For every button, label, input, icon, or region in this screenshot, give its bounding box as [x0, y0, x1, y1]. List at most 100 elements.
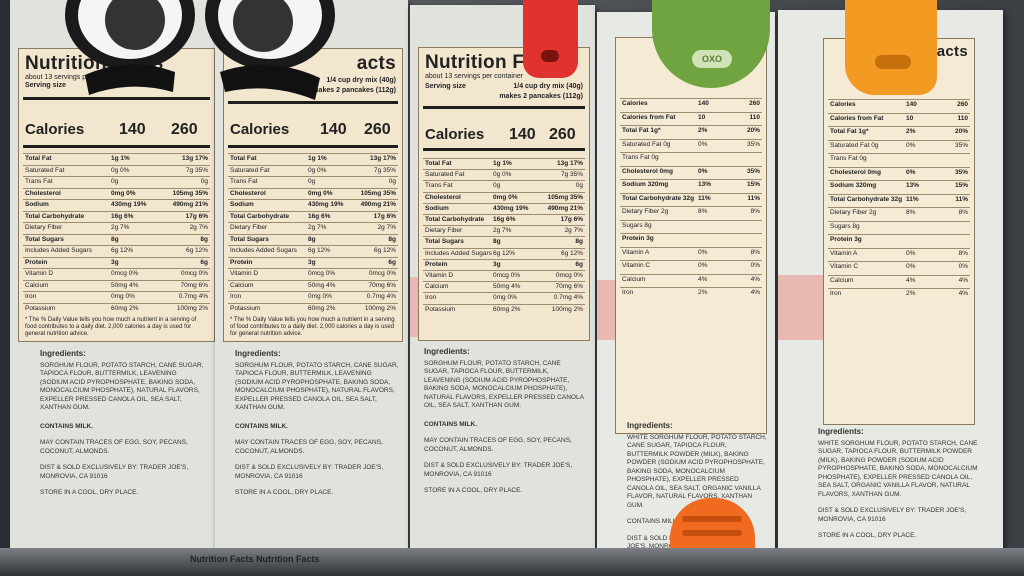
nutrient-value-prepared: 2g 7%: [564, 227, 583, 235]
nutrient-value-dry: 60mg 2%: [111, 304, 139, 312]
calories-label: Calories: [25, 121, 85, 138]
nutrient-name: Calcium: [25, 281, 49, 289]
nutrient-row: Saturated Fat 0g 0% 35%: [620, 138, 762, 150]
nutrient-value-dry: 140: [698, 100, 709, 107]
distributed-by: DIST & SOLD EXCLUSIVELY BY: TRADER JOE'S…: [235, 464, 384, 480]
nutrient-value-prepared: 35%: [746, 167, 760, 175]
ingredients-heading: Ingredients:: [818, 427, 864, 436]
nutrient-name: Total Sugars: [230, 235, 269, 243]
nutrient-value-prepared: 6g: [575, 260, 583, 268]
nutrient-name: Total Fat 1g*: [830, 128, 869, 135]
nutrient-value-dry: 4%: [698, 275, 708, 283]
clip-slot: [541, 50, 559, 62]
nutrient-value-dry: 60mg 2%: [308, 304, 336, 312]
nutrient-value-dry: 2%: [698, 289, 708, 296]
box-graphic: [410, 277, 418, 337]
nutrient-value-prepared: 0.7mg 4%: [366, 293, 396, 300]
nutrient-name: Total Carbohydrate 32g: [830, 195, 903, 203]
nutrient-row: Sodium 430mg 19% 490mg 21%: [423, 202, 585, 214]
nutrient-name: Vitamin A: [622, 248, 650, 256]
calories-label: Calories: [425, 126, 485, 143]
nutrient-row: Sodium 320mg 13% 15%: [620, 179, 762, 190]
nutrient-row: Calcium 4% 4%: [828, 274, 970, 286]
nutrient-row: Vitamin C 0% 0%: [828, 261, 970, 272]
ingredients-text: SORGHUM FLOUR, POTATO STARCH, CANE SUGAR…: [40, 361, 204, 412]
nutrient-name: Total Sugars: [25, 235, 64, 243]
nutrient-value-prepared: 6g 12%: [185, 247, 208, 254]
nutrient-value-prepared: 2g 7%: [377, 224, 396, 231]
nutrient-row: Cholesterol 0mg 0% 105mg 35%: [23, 187, 210, 199]
nutrient-value-prepared: 0g: [388, 178, 396, 185]
nutrient-name: Vitamin C: [622, 262, 651, 269]
calories-prepared: 260: [364, 121, 391, 138]
nutrient-name: Saturated Fat: [230, 166, 270, 174]
calories-prepared: 260: [171, 121, 198, 138]
nutrient-value-prepared: 15%: [954, 182, 968, 189]
contains-milk: CONTAINS MILK.: [424, 420, 477, 428]
nutrient-value-prepared: 0%: [750, 262, 760, 269]
nutrient-value-prepared: 0mcg 0%: [555, 272, 583, 279]
serving-size-label: Serving size: [425, 83, 466, 90]
nutrient-name: Vitamin D: [425, 272, 454, 279]
nutrient-value-dry: 0mg 0%: [308, 189, 333, 197]
nutrient-value-dry: 0mg 0%: [111, 293, 135, 300]
nutrient-value-dry: 0%: [906, 141, 916, 149]
nutrient-value-prepared: 6g: [200, 258, 208, 266]
nutrient-name: Sodium: [425, 204, 449, 212]
nutrient-value-dry: 4%: [906, 276, 916, 284]
nutrient-row: Potassium 60mg 2% 100mg 2%: [423, 303, 585, 315]
nutrient-row: Iron 2% 4%: [620, 287, 762, 298]
nutrient-row: Total Fat 1g 1% 13g 17%: [423, 158, 585, 169]
nutrient-row: Dietary Fiber 2g 7% 2g 7%: [228, 222, 398, 233]
nutrient-row: Includes Added Sugars 6g 12% 6g 12%: [228, 245, 398, 256]
nutrient-value-dry: 1g 1%: [308, 155, 327, 162]
nutrient-row: Total Carbohydrate 16g 6% 17g 6%: [228, 210, 398, 222]
nutrient-value-prepared: 100mg 2%: [176, 304, 208, 312]
nutrient-value-dry: 10: [906, 114, 914, 122]
nutrient-value-prepared: 8%: [958, 249, 968, 257]
nutrient-value-dry: 16g 6%: [493, 216, 516, 223]
nutrient-name: Total Carbohydrate: [25, 212, 85, 220]
nutrient-name: Total Fat: [25, 155, 52, 162]
nutrient-value-prepared: 70mg 6%: [368, 281, 396, 289]
nutrient-name: Sodium 320mg: [622, 181, 669, 188]
nutrient-value-dry: 0%: [698, 262, 708, 269]
may-contain: MAY CONTAIN TRACES OF EGG, SOY, PECANS, …: [235, 439, 383, 455]
nutrient-value-dry: 11%: [906, 195, 919, 203]
nutrient-value-prepared: 17g 6%: [185, 212, 208, 220]
nutrient-name: Trans Fat 0g: [622, 154, 659, 161]
nutrient-name: Trans Fat: [425, 182, 453, 190]
nutrition-title: acts: [936, 43, 968, 60]
nutrient-value-prepared: 0mcg 0%: [368, 270, 396, 277]
pancake-box-4: Calories 140 260 Calories from Fat 10 110 Tota…: [597, 12, 775, 557]
nutrient-row: Vitamin A 0% 8%: [620, 246, 762, 258]
nutrient-value-dry: 16g 6%: [308, 212, 331, 220]
nutrient-value-dry: 0mg 0%: [308, 293, 332, 300]
nutrient-name: Total Carbohydrate: [230, 212, 290, 220]
nutrient-name: Trans Fat: [230, 178, 258, 185]
nutrient-row: Total Fat 1g 1% 13g 17%: [23, 153, 210, 164]
daily-value-footnote: * The % Daily Value tells you how much a…: [25, 317, 197, 337]
nutrient-value-prepared: 0.7mg 4%: [553, 294, 583, 302]
ingredients-block-3: Ingredients: SORGHUM FLOUR, POTATO STARC…: [424, 347, 584, 504]
nutrient-value-prepared: 490mg 21%: [360, 201, 396, 208]
nutrient-name: Saturated Fat: [425, 171, 465, 179]
nutrient-value-prepared: 6g 12%: [373, 247, 396, 254]
ingredients-heading: Ingredients:: [424, 347, 470, 356]
nutrient-name: Total Fat 1g*: [622, 127, 661, 134]
nutrient-row: Protein 3g: [620, 233, 762, 244]
nutrient-value-dry: 0%: [906, 263, 916, 270]
nutrient-value-prepared: 35%: [954, 168, 968, 176]
nutrient-value-dry: 0mcg 0%: [111, 270, 139, 277]
nutrient-row: Includes Added Sugars 6g 12% 6g 12%: [23, 245, 210, 256]
nutrient-row: Iron 0mg 0% 0.7mg 4%: [23, 291, 210, 302]
ingredients-block-1: Ingredients: SORGHUM FLOUR, POTATO STARC…: [40, 349, 205, 506]
nutrient-name: Calories from Fat: [622, 113, 676, 121]
nutrient-row: Iron 2% 4%: [828, 288, 970, 299]
nutrient-value-prepared: 8%: [750, 248, 760, 256]
nutrient-value-prepared: 17g 6%: [560, 216, 583, 223]
nutrient-row: Dietary Fiber 2g 8% 8%: [828, 207, 970, 218]
divider: [23, 145, 210, 148]
nutrient-name: Dietary Fiber 2g: [830, 209, 877, 216]
servings-text: about 13 servings per container: [425, 73, 524, 80]
